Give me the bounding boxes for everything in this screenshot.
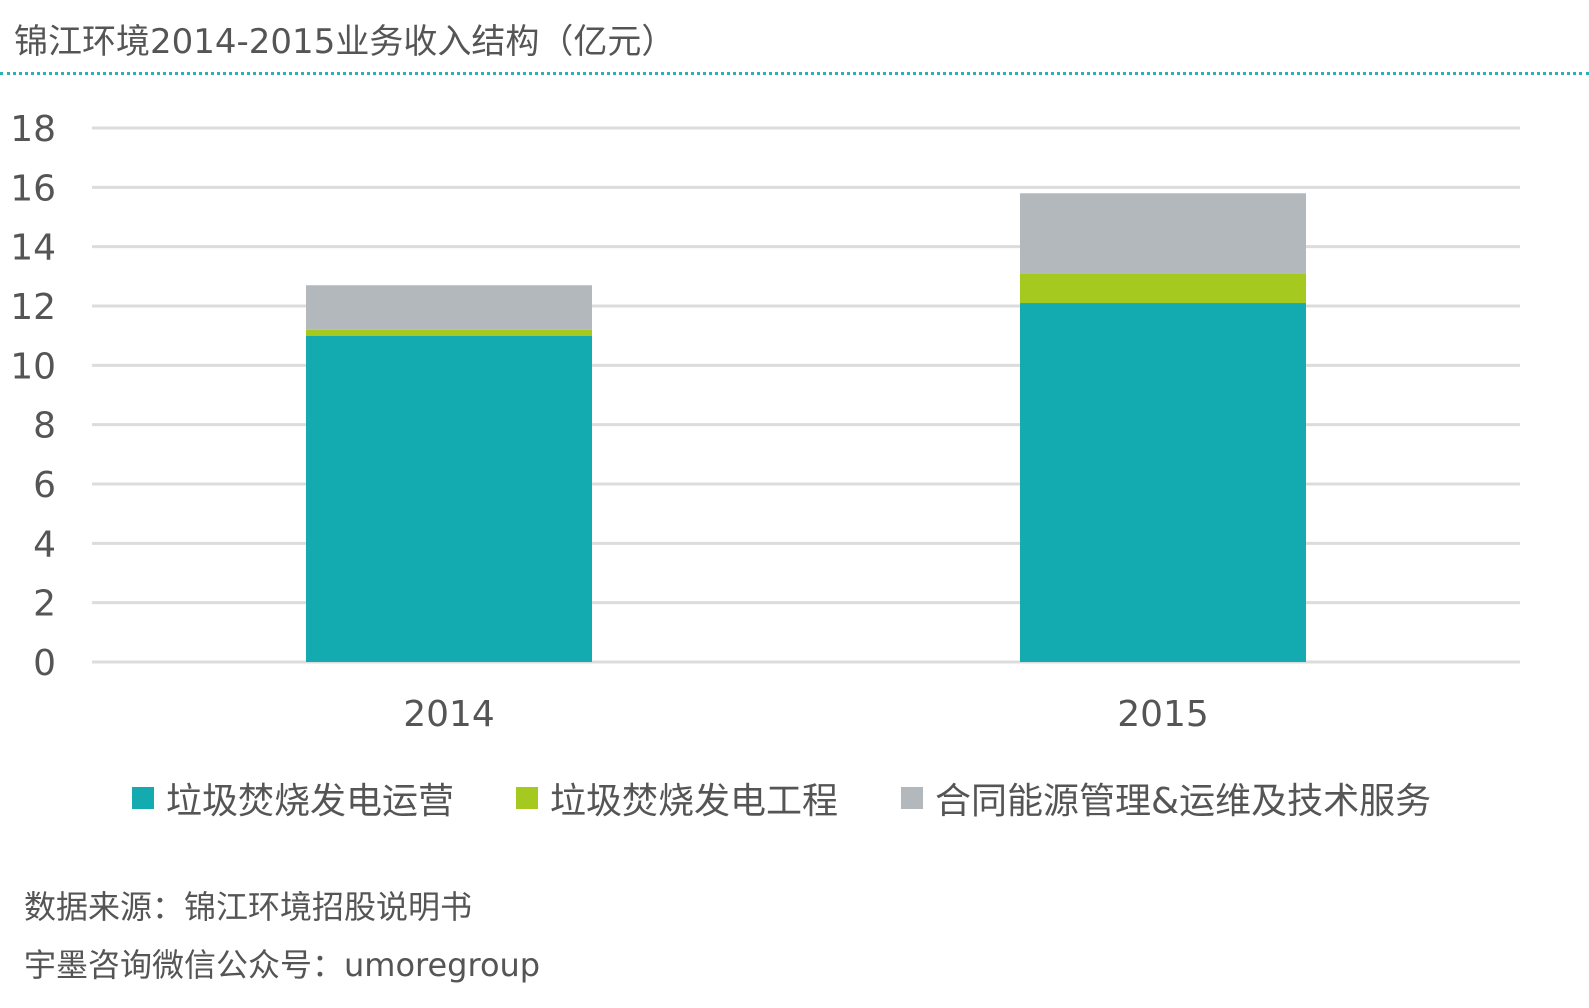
legend: 垃圾焚烧发电运营 垃圾焚烧发电工程 合同能源管理&运维及技术服务 — [0, 772, 1589, 822]
bar-2015-series-0 — [1020, 303, 1306, 662]
x-tick-label: 2015 — [1117, 694, 1209, 735]
legend-swatch — [132, 787, 154, 809]
bar-2015-series-2 — [1020, 193, 1306, 274]
source-note: 数据来源：锦江环境招股说明书 — [24, 888, 473, 926]
legend-item-2: 合同能源管理&运维及技术服务 — [901, 772, 1431, 824]
y-tick-label: 8 — [33, 406, 56, 447]
legend-label: 合同能源管理&运维及技术服务 — [935, 781, 1432, 822]
title-divider — [0, 72, 1589, 75]
bar-2014-series-1 — [306, 329, 592, 336]
page-title: 锦江环境2014-2015业务收入结构（亿元） — [14, 22, 676, 62]
y-tick-label: 2 — [33, 584, 56, 625]
legend-label: 垃圾焚烧发电运营 — [166, 781, 455, 822]
bars — [306, 193, 1306, 662]
y-tick-label: 14 — [10, 228, 56, 269]
legend-item-1: 垃圾焚烧发电工程 — [516, 772, 838, 824]
x-axis-ticks: 2014 2015 — [403, 694, 1209, 735]
legend-swatch — [516, 787, 538, 809]
bar-2014-series-0 — [306, 335, 592, 662]
y-tick-label: 18 — [10, 109, 56, 150]
y-tick-label: 4 — [33, 524, 56, 565]
y-tick-label: 16 — [10, 168, 56, 209]
wechat-note: 宇墨咨询微信公众号：umoregroup — [24, 946, 541, 984]
x-tick-label: 2014 — [403, 694, 495, 735]
stacked-bar-chart: 0 2 4 6 8 10 12 14 16 18 2014 2015 — [10, 109, 1520, 735]
legend-item-0: 垃圾焚烧发电运营 — [132, 772, 454, 824]
bar-2014-series-2 — [306, 285, 592, 330]
y-tick-label: 10 — [10, 346, 56, 387]
y-tick-label: 0 — [33, 643, 56, 684]
bar-2015-series-1 — [1020, 273, 1306, 304]
y-tick-label: 12 — [10, 287, 56, 328]
y-tick-label: 6 — [33, 465, 56, 506]
legend-label: 垃圾焚烧发电工程 — [550, 781, 839, 822]
y-axis-ticks: 0 2 4 6 8 10 12 14 16 18 — [10, 109, 56, 684]
legend-swatch — [901, 787, 923, 809]
